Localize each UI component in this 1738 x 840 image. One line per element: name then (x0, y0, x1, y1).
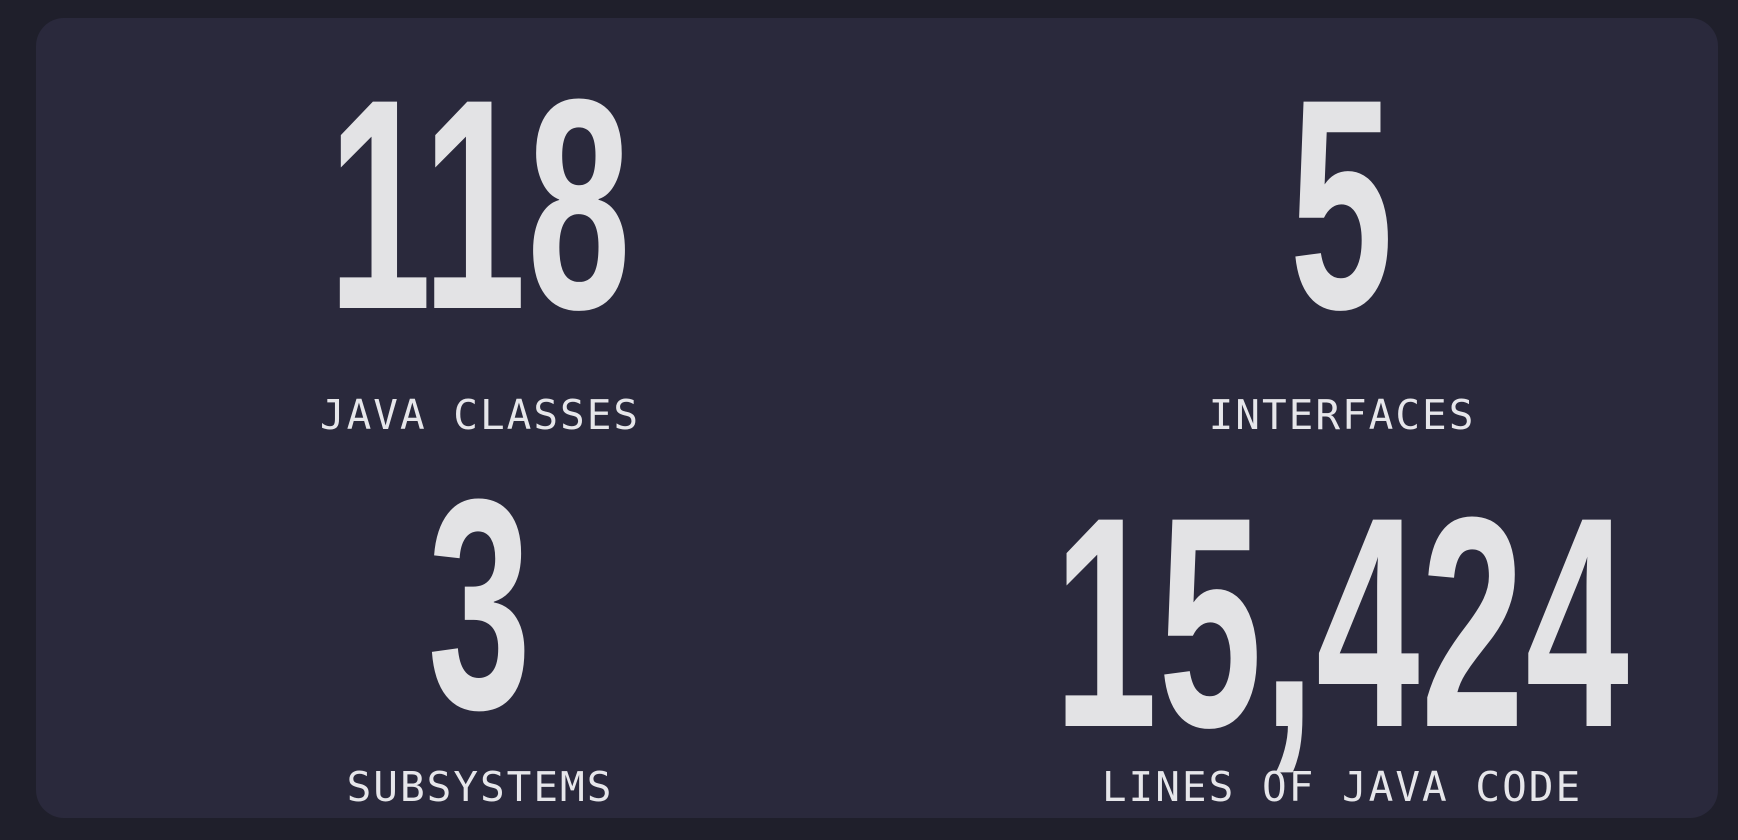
stat-value: 5 (1289, 36, 1395, 372)
stat-value: 118 (328, 36, 632, 372)
stat-value: 3 (427, 436, 533, 772)
stats-panel: 118 JAVA CLASSES 5 INTERFACES 3 SUBSYSTE… (36, 18, 1718, 818)
stat-value: 15,424 (1053, 454, 1631, 790)
stat-label: LINES OF JAVA CODE (1101, 763, 1583, 811)
stat-label: SUBSYSTEMS (346, 763, 614, 811)
stat-label: INTERFACES (1208, 391, 1476, 439)
stat-label: JAVA CLASSES (319, 391, 641, 439)
